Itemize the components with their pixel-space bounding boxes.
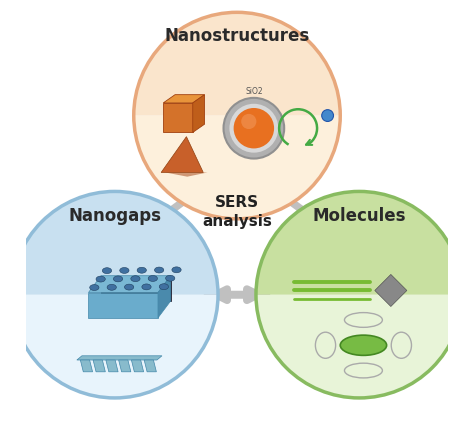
Ellipse shape [165,276,175,282]
Polygon shape [89,293,158,318]
Ellipse shape [113,276,123,282]
Ellipse shape [107,285,116,291]
Ellipse shape [120,268,129,274]
Polygon shape [89,276,171,293]
Wedge shape [134,116,340,219]
Polygon shape [118,360,131,372]
Wedge shape [11,295,218,398]
Polygon shape [375,275,407,307]
Ellipse shape [90,285,99,291]
Ellipse shape [102,268,111,274]
Ellipse shape [96,276,105,282]
Text: Nanogaps: Nanogaps [68,206,161,224]
Polygon shape [106,360,118,372]
Ellipse shape [340,335,387,356]
Polygon shape [101,276,171,301]
Circle shape [241,115,256,130]
Ellipse shape [142,284,151,290]
Ellipse shape [159,284,169,290]
Ellipse shape [172,267,181,273]
Wedge shape [256,295,463,398]
Ellipse shape [125,285,134,291]
Polygon shape [81,360,92,372]
Polygon shape [163,104,193,133]
Polygon shape [158,276,171,318]
Polygon shape [165,173,208,177]
Circle shape [224,99,284,159]
Circle shape [229,104,278,153]
Polygon shape [144,360,156,372]
Polygon shape [77,356,162,360]
Text: Molecules: Molecules [312,206,406,224]
Ellipse shape [131,276,140,282]
Polygon shape [193,95,205,133]
Circle shape [234,109,274,149]
Wedge shape [11,192,218,295]
Text: SiO2: SiO2 [245,87,263,96]
Polygon shape [93,360,105,372]
Polygon shape [131,360,144,372]
Circle shape [322,110,334,122]
Polygon shape [161,137,203,173]
Wedge shape [134,13,340,116]
Wedge shape [256,192,463,295]
Text: SERS: SERS [215,195,259,210]
Ellipse shape [137,268,146,273]
Polygon shape [163,95,205,104]
Text: Nanostructures: Nanostructures [164,27,310,46]
Text: analysis: analysis [202,214,272,229]
Ellipse shape [155,268,164,273]
Ellipse shape [148,276,157,282]
